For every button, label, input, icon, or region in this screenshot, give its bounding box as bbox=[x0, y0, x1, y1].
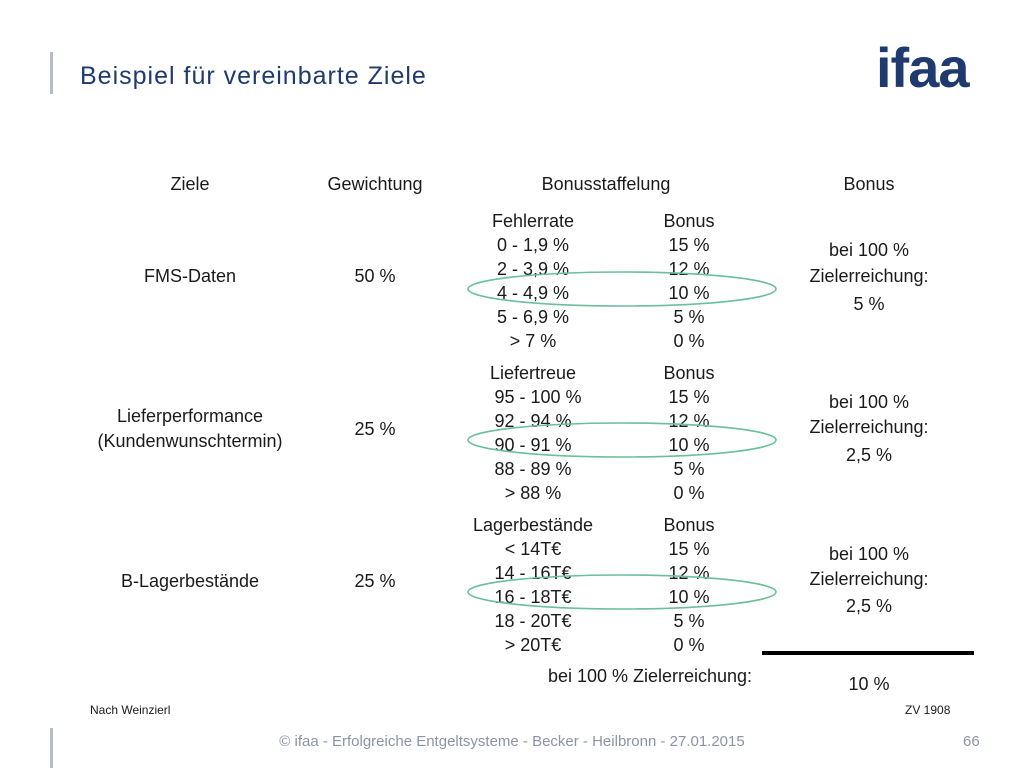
row2-bonus-4: 5 % bbox=[673, 459, 705, 479]
ifaa-logo: ifaa bbox=[876, 36, 969, 99]
header-bonusstaffelung: Bonusstaffelung bbox=[541, 174, 671, 194]
row2-ziel-line1: Lieferperformance bbox=[116, 406, 264, 426]
row2-gewichtung: 25 % bbox=[354, 419, 396, 439]
row2-bonus-line2: Zielerreichung: bbox=[809, 417, 929, 437]
row1-gewichtung: 50 % bbox=[354, 266, 396, 286]
row2-sub-bonus-header: Bonus bbox=[663, 363, 715, 383]
row1-range-1: 0 - 1,9 % bbox=[496, 235, 570, 255]
row2-range-2: 92 - 94 % bbox=[494, 411, 572, 431]
row2-bonus-3: 10 % bbox=[668, 435, 710, 455]
header-gewichtung: Gewichtung bbox=[327, 174, 423, 194]
row2-range-1: 95 - 100 % bbox=[494, 387, 582, 407]
row2-bonus-1: 15 % bbox=[668, 387, 710, 407]
row3-range-1: < 14T€ bbox=[504, 539, 562, 559]
header-bonus: Bonus bbox=[843, 174, 895, 194]
highlight-ellipse-row2 bbox=[467, 422, 777, 458]
highlight-ellipse-row1 bbox=[467, 271, 777, 307]
row2-bonus-value: 2,5 % bbox=[845, 445, 893, 465]
row3-sub-header: Lagerbestände bbox=[472, 515, 594, 535]
row2-range-5: > 88 % bbox=[504, 483, 562, 503]
header-ziele: Ziele bbox=[170, 174, 210, 194]
page-title: Beispiel für vereinbarte Ziele bbox=[80, 62, 427, 90]
row3-bonus-5: 0 % bbox=[673, 635, 705, 655]
row3-ziel: B-Lagerbestände bbox=[120, 571, 260, 591]
row1-bonus-4: 5 % bbox=[673, 307, 705, 327]
row3-bonus-3: 10 % bbox=[668, 587, 710, 607]
footer-accent-bar bbox=[50, 728, 53, 768]
row2-ziel-line2: (Kundenwunschtermin) bbox=[97, 431, 283, 451]
row1-ziel: FMS-Daten bbox=[143, 266, 237, 286]
total-value: 10 % bbox=[848, 674, 890, 694]
row3-bonus-line2: Zielerreichung: bbox=[809, 569, 929, 589]
row2-sub-header: Liefertreue bbox=[489, 363, 577, 383]
row1-sub-header: Fehlerrate bbox=[491, 211, 575, 231]
row3-sub-bonus-header: Bonus bbox=[663, 515, 715, 535]
row3-bonus-4: 5 % bbox=[673, 611, 705, 631]
row1-bonus-value: 5 % bbox=[853, 294, 885, 314]
row1-range-4: 5 - 6,9 % bbox=[496, 307, 570, 327]
row1-range-3: 4 - 4,9 % bbox=[496, 283, 570, 303]
highlight-ellipse-row3 bbox=[467, 574, 777, 610]
row1-bonus-5: 0 % bbox=[673, 331, 705, 351]
row3-range-3: 16 - 18T€ bbox=[494, 587, 572, 607]
row3-range-5: > 20T€ bbox=[504, 635, 562, 655]
row2-bonus-5: 0 % bbox=[673, 483, 705, 503]
row3-bonus-line1: bei 100 % bbox=[828, 544, 910, 564]
footer-text: © ifaa - Erfolgreiche Entgeltsysteme - B… bbox=[279, 733, 745, 750]
row2-bonus-line1: bei 100 % bbox=[828, 392, 910, 412]
row2-range-3: 90 - 91 % bbox=[494, 435, 572, 455]
row3-bonus-1: 15 % bbox=[668, 539, 710, 559]
row1-range-5: > 7 % bbox=[509, 331, 557, 351]
reference-code: ZV 1908 bbox=[905, 703, 951, 717]
row3-gewichtung: 25 % bbox=[354, 571, 396, 591]
row3-range-4: 18 - 20T€ bbox=[494, 611, 572, 631]
row1-bonus-line1: bei 100 % bbox=[828, 240, 910, 260]
title-accent-bar bbox=[50, 52, 53, 94]
row1-bonus-line2: Zielerreichung: bbox=[809, 266, 929, 286]
row1-bonus-3: 10 % bbox=[668, 283, 710, 303]
row1-bonus-1: 15 % bbox=[668, 235, 710, 255]
row3-bonus-value: 2,5 % bbox=[845, 596, 893, 616]
row2-range-4: 88 - 89 % bbox=[494, 459, 572, 479]
row3-range-2: 14 - 16T€ bbox=[494, 563, 572, 583]
total-label: bei 100 % Zielerreichung: bbox=[547, 666, 753, 686]
page-number: 66 bbox=[963, 733, 980, 750]
row1-sub-bonus-header: Bonus bbox=[663, 211, 715, 231]
source-note: Nach Weinzierl bbox=[90, 703, 171, 717]
